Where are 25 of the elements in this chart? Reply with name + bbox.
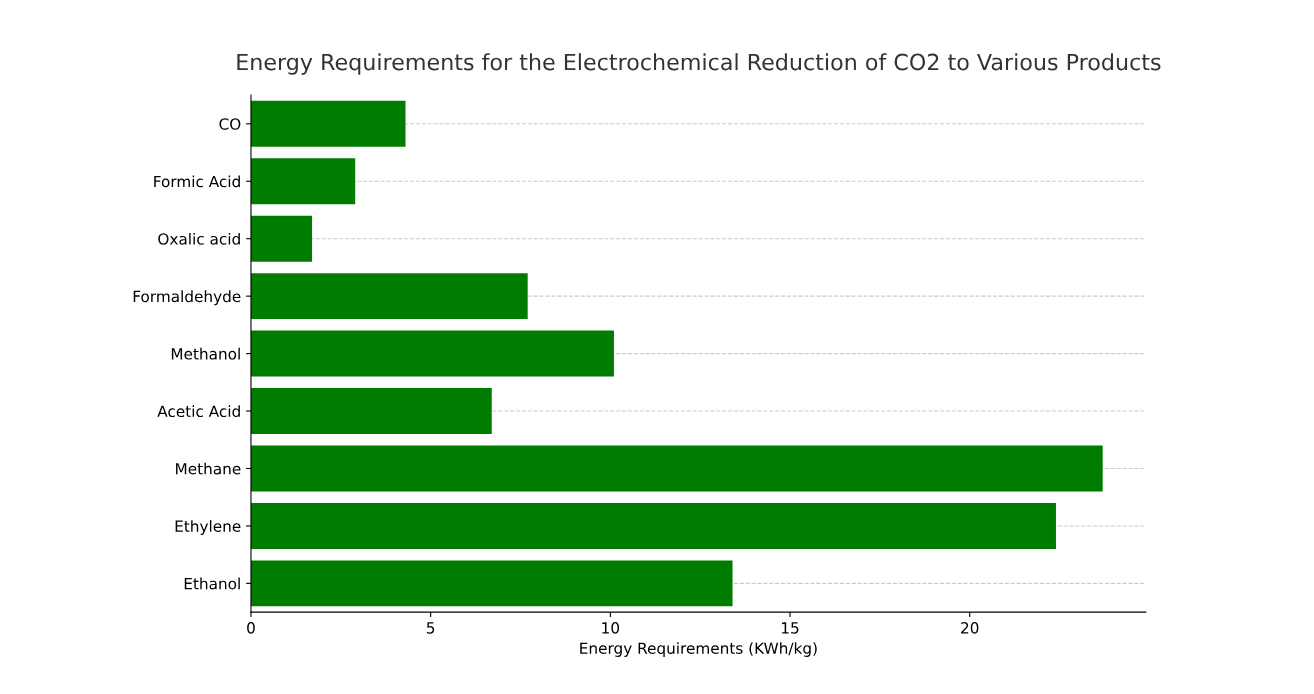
bar	[250, 560, 733, 607]
bar	[250, 502, 1056, 549]
y-tick-label: Methane	[176, 462, 241, 475]
bar	[250, 445, 1103, 492]
bar	[250, 273, 528, 320]
x-axis-title: Energy Requirements (KWh/kg)	[580, 642, 817, 657]
y-tick-label: Ethylene	[175, 520, 241, 535]
y-tick-label: Formic Acid	[154, 175, 240, 188]
bar	[250, 158, 356, 205]
y-tick-label: Formaldehyde	[133, 290, 241, 306]
bar	[250, 100, 406, 147]
y-tick-label: Acetic Acid	[157, 405, 240, 418]
bar	[250, 388, 492, 435]
x-tick-label: 10	[602, 622, 620, 634]
bar	[250, 330, 614, 377]
x-tick-label: 20	[961, 622, 979, 634]
x-tick-label: 5	[426, 622, 435, 634]
bar	[250, 215, 313, 262]
x-tick-label: 15	[781, 622, 799, 634]
x-tick-label: 0	[247, 622, 255, 634]
y-tick-label: Oxalic acid	[158, 232, 240, 245]
y-tick-label: CO	[219, 118, 241, 130]
y-tick-label: Ethanol	[184, 577, 240, 590]
chart-title: Energy Requirements for the Electrochemical Reduction of CO2 to Various Products	[237, 53, 1161, 75]
y-tick-label: Methanol	[171, 347, 240, 360]
